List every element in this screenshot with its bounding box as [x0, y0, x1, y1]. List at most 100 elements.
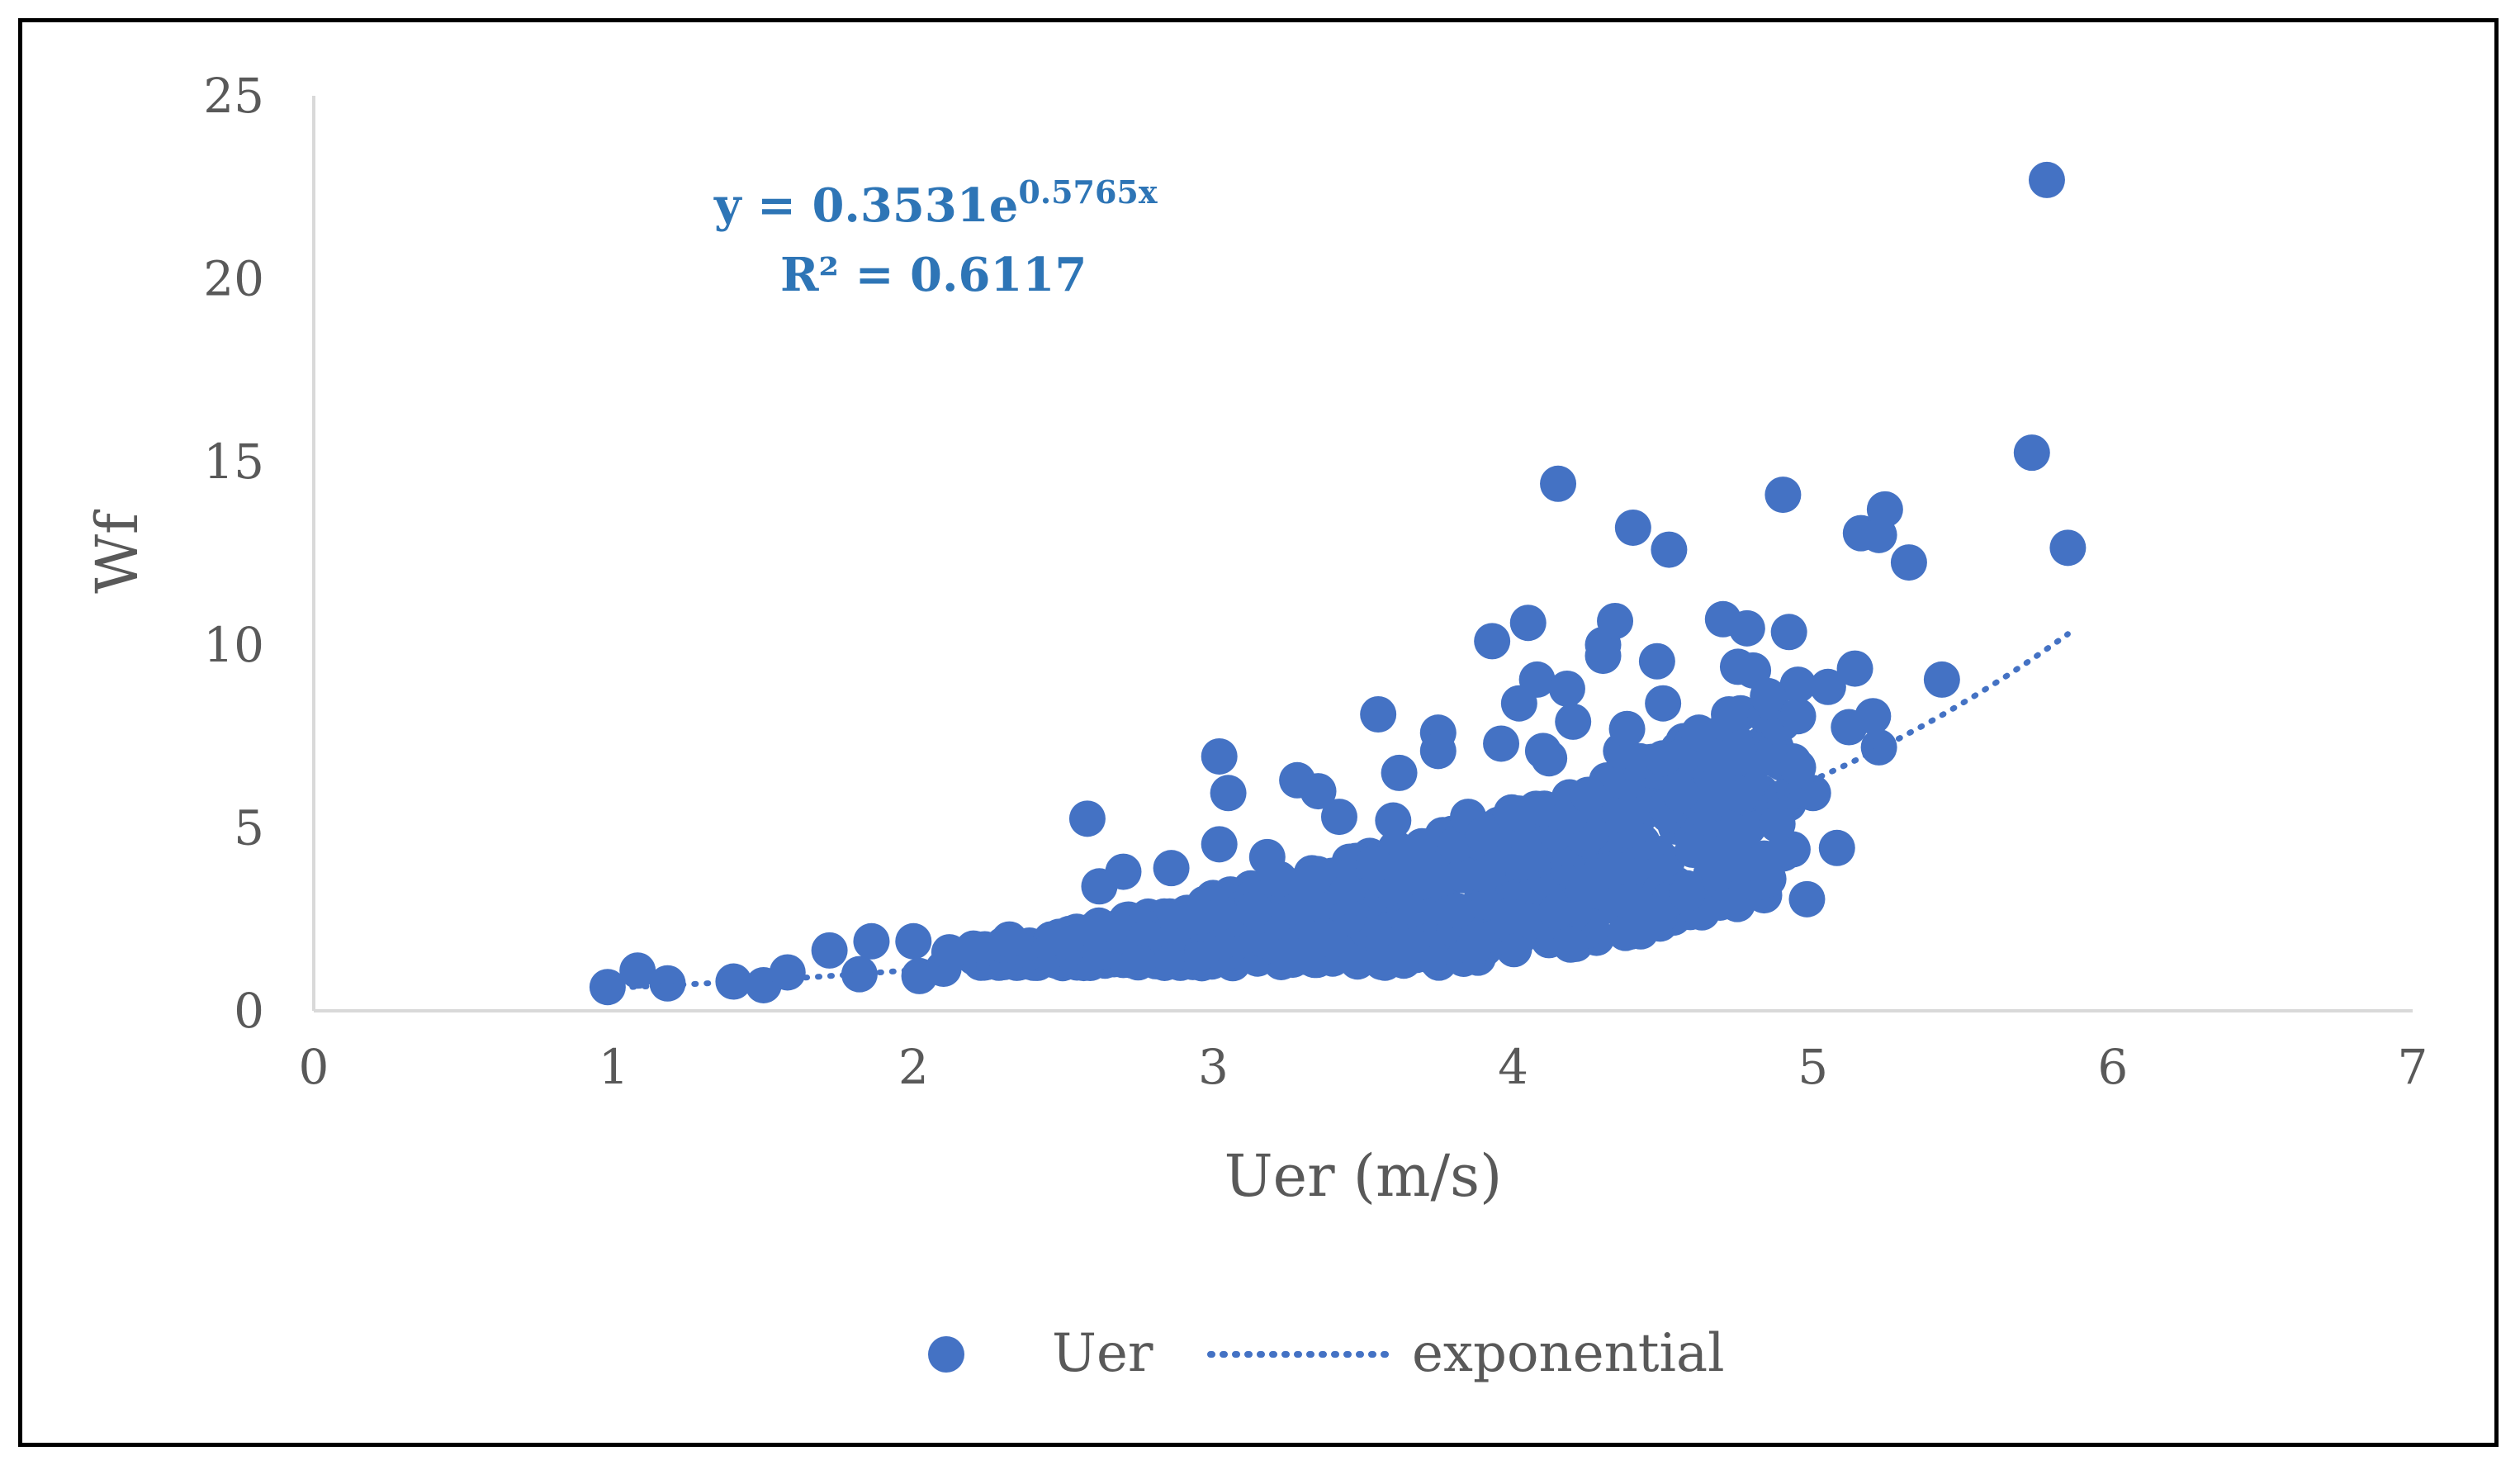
data-point	[1555, 703, 1592, 740]
data-point	[1261, 861, 1298, 898]
data-point	[1638, 643, 1675, 680]
data-point	[1438, 826, 1475, 863]
x-tick-label: 3	[1198, 1039, 1229, 1095]
trendline-equation: y = 0.3531e0.5765x	[713, 173, 1158, 233]
data-point	[1538, 893, 1575, 930]
data-point	[1120, 944, 1157, 981]
data-point	[1759, 805, 1796, 842]
x-tick-label: 4	[1498, 1039, 1528, 1095]
data-point	[841, 956, 878, 993]
legend-label-uer: Uer	[1052, 1323, 1153, 1384]
data-point	[1583, 853, 1620, 890]
data-points	[589, 161, 2087, 1006]
data-point	[1355, 846, 1392, 883]
exponential-trendline	[604, 631, 2071, 991]
data-point	[1416, 864, 1453, 901]
x-tick-label: 1	[599, 1039, 629, 1095]
data-point	[1720, 775, 1757, 813]
data-point	[1509, 605, 1547, 642]
data-point	[2013, 434, 2050, 472]
y-tick-label: 0	[234, 983, 264, 1039]
data-point	[1836, 650, 1873, 687]
data-point	[1614, 509, 1651, 546]
data-point	[1360, 696, 1397, 733]
data-point	[1430, 892, 1467, 929]
data-point	[1381, 754, 1418, 791]
data-point	[1623, 823, 1660, 861]
data-point	[1779, 698, 1817, 735]
data-point	[1854, 698, 1892, 735]
data-point	[1465, 817, 1502, 854]
data-point	[1866, 491, 1903, 528]
legend-label-exponential: exponential	[1412, 1323, 1725, 1384]
data-point	[1741, 846, 1778, 883]
data-point	[1210, 775, 1247, 812]
data-point	[1711, 696, 1748, 733]
data-point	[1375, 802, 1412, 839]
legend-marker-uer	[928, 1336, 964, 1373]
equation-exponent: 0.5765x	[1018, 173, 1157, 211]
data-point	[1693, 835, 1730, 872]
data-point	[1105, 853, 1142, 890]
data-point	[991, 921, 1028, 958]
data-point	[1717, 813, 1755, 851]
data-point	[1631, 894, 1668, 932]
data-point	[1502, 845, 1539, 882]
data-point	[1750, 677, 1787, 714]
data-point	[1809, 668, 1846, 705]
data-point	[1531, 740, 1568, 777]
data-point	[769, 954, 806, 991]
data-point	[1818, 829, 1855, 866]
data-point	[1764, 477, 1802, 514]
x-tick-label: 6	[2097, 1039, 2128, 1095]
data-point	[1153, 850, 1190, 887]
data-point	[1396, 889, 1433, 927]
data-point	[1645, 740, 1682, 777]
data-point	[1051, 915, 1088, 952]
data-point	[1540, 465, 1577, 502]
chart-frame	[18, 18, 2499, 1447]
data-point	[1363, 943, 1400, 980]
y-tick-label: 5	[234, 799, 264, 856]
data-point	[954, 930, 992, 967]
y-tick-labels: 0 5 10 15 20 25	[203, 68, 264, 1039]
data-point	[619, 952, 656, 989]
data-point	[1779, 666, 1817, 704]
data-point	[1518, 661, 1556, 698]
y-axis-title: Wf	[83, 509, 151, 594]
data-point	[1552, 926, 1589, 963]
data-point	[853, 922, 890, 960]
data-point	[1068, 800, 1106, 837]
data-point	[1669, 875, 1706, 913]
data-point	[1662, 775, 1699, 813]
data-point	[1148, 943, 1185, 980]
y-tick-label: 25	[203, 68, 264, 124]
data-point	[1303, 921, 1340, 958]
data-point	[1788, 880, 1826, 918]
x-tick-label: 5	[1798, 1039, 1828, 1095]
x-tick-label: 0	[299, 1039, 329, 1095]
data-point	[1201, 826, 1238, 863]
data-point	[1474, 623, 1511, 660]
data-point	[1597, 602, 1634, 639]
data-point	[1201, 737, 1238, 775]
data-point	[1300, 773, 1337, 810]
r-squared-label: R² = 0.6117	[780, 248, 1087, 302]
data-point	[1794, 775, 1831, 812]
data-point	[1419, 733, 1457, 770]
data-point	[1455, 929, 1492, 966]
legend: Uer exponential	[928, 1323, 1725, 1384]
data-point	[1609, 795, 1646, 832]
data-point	[1680, 714, 1717, 752]
data-point	[1770, 614, 1807, 651]
y-tick-label: 20	[203, 251, 264, 307]
data-point	[1645, 685, 1682, 722]
data-point	[1183, 898, 1220, 935]
data-point	[1320, 799, 1357, 836]
data-point	[1608, 710, 1646, 747]
data-point	[1890, 544, 1927, 581]
x-tick-label: 7	[2398, 1039, 2428, 1095]
data-point	[1548, 670, 1585, 707]
x-axis-title: Uer (m/s)	[1224, 1142, 1503, 1210]
